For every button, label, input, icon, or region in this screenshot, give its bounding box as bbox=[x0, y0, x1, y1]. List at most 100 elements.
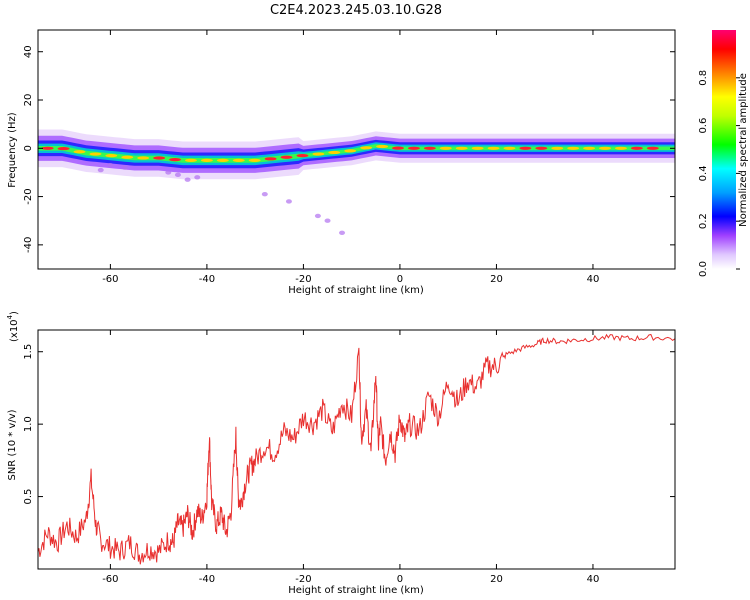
spectrogram-peak bbox=[105, 154, 118, 158]
spectrogram-peak bbox=[121, 155, 134, 159]
x-tick-label: -60 bbox=[102, 574, 118, 585]
snr-series-line bbox=[38, 333, 675, 565]
spectrogram-peak bbox=[567, 146, 580, 150]
y-tick-label: -40 bbox=[23, 237, 34, 253]
spectrogram-peak bbox=[630, 146, 643, 150]
x-tick-label: 20 bbox=[490, 574, 503, 585]
spectrogram-peak bbox=[519, 146, 532, 150]
spectrogram-peak bbox=[89, 152, 102, 156]
snr-frame bbox=[37, 329, 676, 570]
spectrogram-peak bbox=[583, 146, 596, 150]
spectrogram-scatter bbox=[324, 218, 331, 223]
colorbar-tick-label: 0.8 bbox=[698, 70, 709, 86]
spectrogram-peak bbox=[360, 146, 373, 150]
spectrogram-y-label: Frequency (Hz) bbox=[7, 112, 18, 188]
spectrogram-scatter bbox=[314, 213, 321, 219]
spectrogram-peak bbox=[184, 158, 197, 162]
snr-y-scale-close: ) bbox=[9, 311, 20, 315]
spectrogram-peak bbox=[439, 146, 452, 150]
colorbar-tick-label: 0.4 bbox=[698, 165, 709, 181]
spectrogram-peak bbox=[296, 154, 309, 158]
snr-y-scale: (x104) bbox=[6, 311, 20, 342]
spectrogram-peak bbox=[312, 152, 325, 156]
spectrogram-peak bbox=[646, 146, 659, 150]
spectrogram-panel: -60 -40 -20 0 20 40 -40 -20 0 20 40 Height of stra… bbox=[7, 29, 676, 296]
colorbar-label: Normalized spectral amplitude bbox=[738, 73, 749, 227]
spectrogram-scatter bbox=[261, 191, 268, 197]
y-tick-label: 40 bbox=[23, 45, 34, 58]
spectrogram-peak bbox=[487, 146, 500, 150]
spectrogram-scatter bbox=[339, 230, 346, 235]
spectrogram-peak bbox=[535, 146, 548, 150]
spectrogram-peak bbox=[280, 155, 293, 159]
x-tick-label: 0 bbox=[397, 274, 403, 285]
y-tick-label: 0.5 bbox=[23, 489, 34, 505]
x-tick-label: -60 bbox=[102, 274, 118, 285]
spectrogram-peak bbox=[392, 146, 405, 150]
x-tick-label: -40 bbox=[199, 274, 215, 285]
spectrogram-peak bbox=[407, 146, 420, 150]
colorbar-gradient bbox=[712, 30, 736, 269]
spectrogram-scatter bbox=[184, 177, 191, 182]
spectrogram-frame bbox=[37, 29, 676, 270]
spectrogram-peak bbox=[344, 149, 357, 153]
y-tick-label: 0 bbox=[23, 145, 34, 151]
y-tick-label: -20 bbox=[23, 188, 34, 204]
spectrogram-scatter bbox=[107, 162, 114, 168]
spectrogram-peak bbox=[73, 150, 86, 154]
spectrogram-peak bbox=[153, 156, 166, 160]
spectrogram-peak bbox=[200, 158, 213, 162]
spectrogram-band bbox=[38, 144, 675, 163]
figure-title: C2E4.2023.245.03.10.G28 bbox=[270, 3, 442, 18]
x-tick-label: -20 bbox=[295, 574, 311, 585]
spectrogram-scatter bbox=[285, 199, 292, 204]
spectrogram-peak bbox=[471, 146, 484, 150]
spectrogram-peak bbox=[376, 144, 389, 149]
spectrogram-peak bbox=[599, 146, 612, 150]
spectrogram-scatter bbox=[97, 167, 104, 173]
colorbar-tick-label: 0.2 bbox=[698, 213, 709, 229]
colorbar-ticks: 0.0 0.2 0.4 0.6 0.8 bbox=[698, 70, 740, 277]
colorbar-tick-label: 0.6 bbox=[698, 118, 709, 134]
snr-y-scale-exp: 4 bbox=[6, 314, 14, 319]
spectrogram-peak bbox=[41, 146, 54, 150]
spectrogram-ticks: -60 -40 -20 0 20 40 -40 -20 0 20 40 bbox=[23, 30, 675, 285]
x-tick-label: 0 bbox=[397, 574, 403, 585]
spectrogram-scatter bbox=[121, 165, 128, 170]
spectrogram-peak bbox=[248, 158, 261, 162]
spectrogram-peak bbox=[137, 156, 150, 160]
spectrogram-heatmap bbox=[38, 129, 675, 235]
snr-y-label: SNR (10 * v/v) bbox=[7, 409, 18, 480]
x-tick-label: 20 bbox=[490, 274, 503, 285]
spectrogram-scatter bbox=[194, 175, 201, 180]
spectrogram-peak bbox=[232, 158, 245, 162]
spectrogram-peak bbox=[169, 157, 182, 162]
x-tick-label: 40 bbox=[587, 574, 600, 585]
spectrogram-peak bbox=[423, 146, 436, 150]
colorbar: 0.0 0.2 0.4 0.6 0.8 Normalized spectral ampl… bbox=[698, 30, 749, 277]
spectrogram-peak bbox=[216, 158, 229, 162]
snr-x-label: Height of straight line (km) bbox=[288, 585, 424, 596]
y-tick-label: 1.0 bbox=[23, 416, 34, 432]
snr-y-scale-base: (x10 bbox=[9, 319, 20, 342]
spectrogram-peak bbox=[57, 146, 70, 151]
y-tick-label: 20 bbox=[23, 94, 34, 107]
y-tick-label: 1.5 bbox=[23, 344, 34, 360]
spectrogram-peak bbox=[328, 150, 341, 155]
snr-ticks: -60 -40 -20 0 20 40 0.5 1.0 1.5 bbox=[23, 330, 675, 585]
spectrogram-peak bbox=[614, 146, 627, 150]
snr-line-area bbox=[38, 333, 675, 565]
x-tick-label: -20 bbox=[295, 274, 311, 285]
x-tick-label: -40 bbox=[199, 574, 215, 585]
x-tick-label: 40 bbox=[587, 274, 600, 285]
spectrogram-scatter bbox=[165, 170, 172, 175]
spectrogram-peak bbox=[551, 146, 564, 150]
spectrogram-peak bbox=[264, 157, 277, 161]
spectrogram-peak bbox=[503, 146, 516, 150]
colorbar-tick-label: 0.0 bbox=[698, 261, 709, 277]
spectrogram-scatter bbox=[174, 172, 181, 178]
spectrogram-peak bbox=[455, 146, 468, 150]
spectrogram-x-label: Height of straight line (km) bbox=[288, 285, 424, 296]
snr-panel: -60 -40 -20 0 20 40 0.5 1.0 1.5 Height of straig… bbox=[6, 311, 676, 596]
